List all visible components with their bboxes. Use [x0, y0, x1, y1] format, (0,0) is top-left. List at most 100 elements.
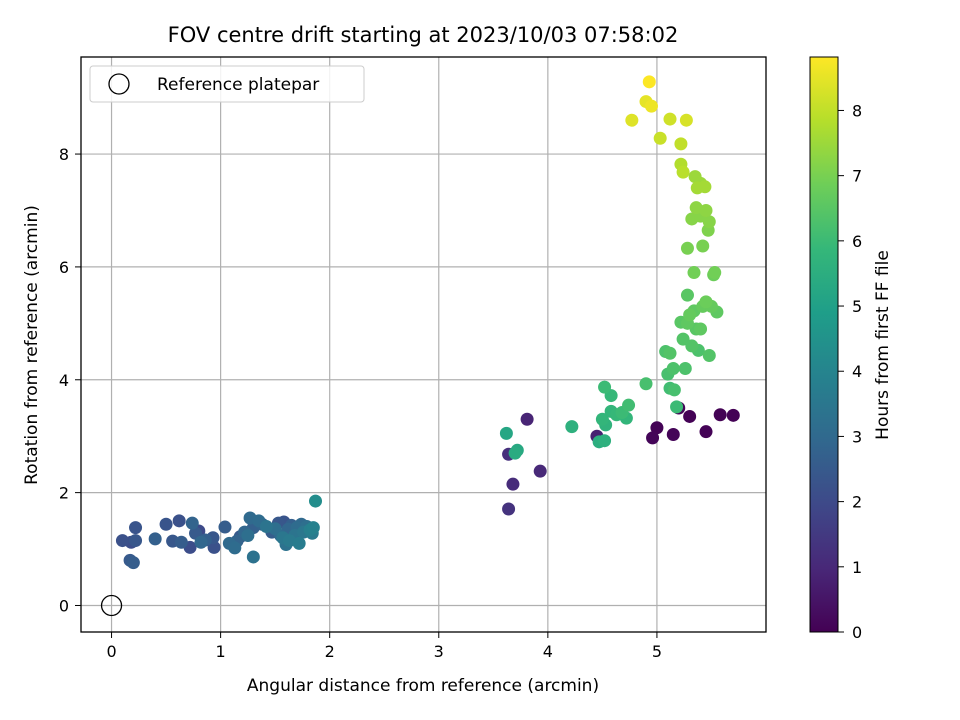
data-point — [194, 535, 208, 549]
data-point — [642, 75, 656, 89]
data-point — [639, 377, 653, 391]
data-point — [228, 541, 242, 555]
legend-label-reference: Reference platepar — [157, 75, 319, 95]
colorbar-tick-label: 0 — [852, 623, 862, 642]
data-point — [622, 398, 636, 412]
legend-marker-reference — [108, 73, 130, 95]
data-point — [595, 412, 609, 426]
legend-box — [89, 65, 365, 103]
data-point — [670, 400, 684, 414]
data-point — [666, 361, 680, 375]
data-point — [129, 534, 143, 548]
y-tick-label: 8 — [59, 145, 69, 164]
data-point — [676, 165, 690, 179]
data-point — [679, 113, 693, 127]
data-point — [282, 534, 296, 548]
data-point — [159, 517, 173, 531]
data-point — [241, 529, 255, 543]
data-point — [644, 99, 658, 113]
data-point — [207, 540, 221, 554]
data-point — [663, 112, 677, 126]
y-tick-label: 0 — [59, 596, 69, 615]
y-tick-label: 4 — [59, 371, 69, 390]
data-point — [172, 514, 186, 528]
x-tick-label: 0 — [106, 642, 116, 661]
colorbar-gradient — [809, 56, 839, 633]
y-axis-ticks: 0 2 4 6 8 — [59, 145, 81, 615]
data-point — [683, 308, 697, 322]
data-point — [666, 428, 680, 442]
data-point — [674, 137, 688, 151]
data-point — [246, 550, 260, 564]
y-axis-label: Rotation from reference (arcmin) — [22, 205, 42, 485]
colorbar-label: Hours from first FF file — [873, 250, 893, 440]
colorbar-tick-label: 6 — [852, 232, 862, 251]
colorbar-tick-label: 5 — [852, 297, 862, 316]
grid — [81, 57, 766, 632]
data-point — [676, 332, 690, 346]
data-point — [678, 361, 692, 375]
data-point — [185, 516, 199, 530]
data-point — [218, 520, 232, 534]
data-point — [625, 113, 639, 127]
data-point — [699, 295, 713, 309]
data-point — [699, 425, 713, 439]
y-tick-label: 2 — [59, 484, 69, 503]
data-point — [292, 536, 306, 550]
data-point — [687, 266, 701, 280]
x-tick-label: 1 — [216, 642, 226, 661]
data-point — [502, 502, 516, 516]
data-point — [506, 477, 520, 491]
data-point — [689, 201, 703, 215]
data-point — [694, 322, 708, 336]
colorbar-ticks: 0 1 2 3 4 5 6 7 8 — [838, 101, 862, 642]
data-point — [696, 239, 710, 253]
data-point — [115, 534, 129, 548]
data-point — [680, 288, 694, 302]
data-point — [680, 241, 694, 255]
data-point — [533, 464, 547, 478]
data-point — [148, 532, 162, 546]
data-point — [126, 556, 140, 570]
data-point — [129, 521, 143, 535]
data-point — [259, 519, 273, 533]
data-point — [508, 446, 522, 460]
colorbar-tick-label: 2 — [852, 493, 862, 512]
x-tick-label: 3 — [434, 642, 444, 661]
colorbar: 0 1 2 3 4 5 6 7 8 Hours from first FF file — [809, 56, 893, 642]
data-point — [663, 346, 677, 360]
reference-platepar-marker — [100, 594, 123, 617]
chart-title: FOV centre drift starting at 2023/10/03 … — [168, 23, 679, 47]
x-axis-label: Angular distance from reference (arcmin) — [247, 676, 599, 696]
colorbar-tick-label: 4 — [852, 362, 862, 381]
colorbar-tick-label: 7 — [852, 167, 862, 186]
data-point — [598, 434, 612, 448]
y-tick-label: 6 — [59, 258, 69, 277]
colorbar-tick-label: 1 — [852, 558, 862, 577]
data-point — [713, 408, 727, 422]
legend: Reference platepar — [89, 65, 365, 103]
data-point — [309, 494, 323, 508]
colorbar-tick-label: 8 — [852, 101, 862, 120]
colorbar-tick-label: 3 — [852, 427, 862, 446]
data-point — [499, 426, 513, 440]
data-point — [699, 203, 713, 217]
data-point — [685, 339, 699, 353]
data-point — [306, 521, 320, 535]
data-point — [702, 349, 716, 363]
x-tick-label: 2 — [325, 642, 335, 661]
data-point — [650, 421, 664, 435]
data-point — [667, 383, 681, 397]
data-point — [646, 431, 660, 445]
x-tick-label: 5 — [652, 642, 662, 661]
data-point — [174, 535, 188, 549]
data-point — [702, 215, 716, 229]
data-point — [726, 408, 740, 422]
scatter-points — [100, 75, 740, 617]
data-point — [565, 420, 579, 434]
data-point — [598, 380, 612, 394]
x-axis-ticks: 0 1 2 3 4 5 — [106, 632, 662, 661]
x-tick-label: 4 — [543, 642, 553, 661]
data-point — [520, 412, 534, 426]
